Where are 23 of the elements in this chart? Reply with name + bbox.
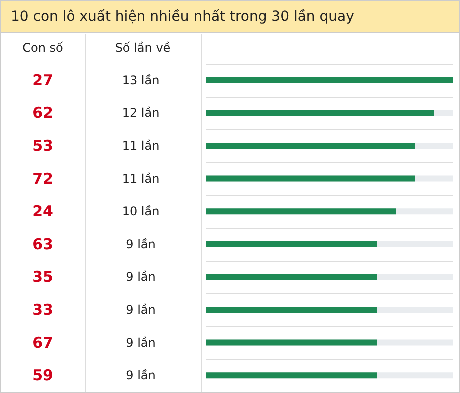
y-tick-label: 27 [32,71,54,90]
data-label: 11 lần [122,172,160,186]
y-tick-label: 67 [32,334,54,352]
data-label: 11 lần [122,139,160,153]
data-label: 9 lần [126,336,156,350]
data-label: 9 lần [126,368,156,383]
data-label: 12 lần [122,106,160,120]
data-label: 10 lần [122,204,160,219]
text: Số lần về [114,40,172,57]
text: Con số [22,40,64,57]
y-tick-label: 53 [32,137,54,155]
y-tick-label: 24 [32,202,54,221]
y-tick-label: 63 [32,235,54,254]
y-tick-label: 33 [32,301,54,319]
chart-title: 10 con lô xuất hiện nhiều nhất trong 30 lần quay [1,1,459,33]
data-label: 9 lần [126,303,156,317]
y-tick-label: 62 [32,104,54,122]
data-label: 9 lần [126,237,156,252]
data-label: 13 lần [122,73,160,88]
y-tick-label: 72 [32,170,54,188]
data-label: 9 lần [126,270,156,284]
y-tick-label: 59 [32,366,54,385]
y-tick-label: 35 [32,268,54,286]
